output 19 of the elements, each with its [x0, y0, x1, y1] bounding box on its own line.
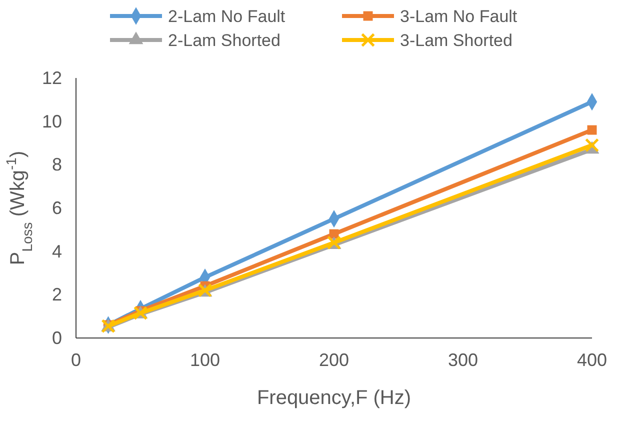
y-tick-label: 6 — [52, 198, 62, 218]
legend-label: 2-Lam Shorted — [168, 31, 280, 50]
x-tick-label: 100 — [190, 350, 220, 370]
y-tick-label: 12 — [42, 68, 62, 88]
legend-label: 3-Lam Shorted — [400, 31, 512, 50]
x-tick-label: 200 — [318, 350, 350, 370]
x-tick-label: 0 — [70, 350, 82, 370]
legend-label: 3-Lam No Fault — [400, 7, 518, 26]
point — [587, 125, 597, 135]
legend-label: 2-Lam No Fault — [168, 7, 286, 26]
point — [584, 138, 600, 152]
y-tick-label: 8 — [52, 154, 62, 175]
x-tick-label: 400 — [576, 350, 608, 370]
x-tick-label: 300 — [448, 350, 478, 370]
y-tick-label: 10 — [42, 111, 62, 132]
y-tick-label: 2 — [52, 284, 62, 305]
y-tick-label: 4 — [52, 241, 62, 262]
x-axis-title: Frequency,F (Hz) — [256, 387, 412, 409]
y-tick-label: 0 — [52, 328, 62, 348]
